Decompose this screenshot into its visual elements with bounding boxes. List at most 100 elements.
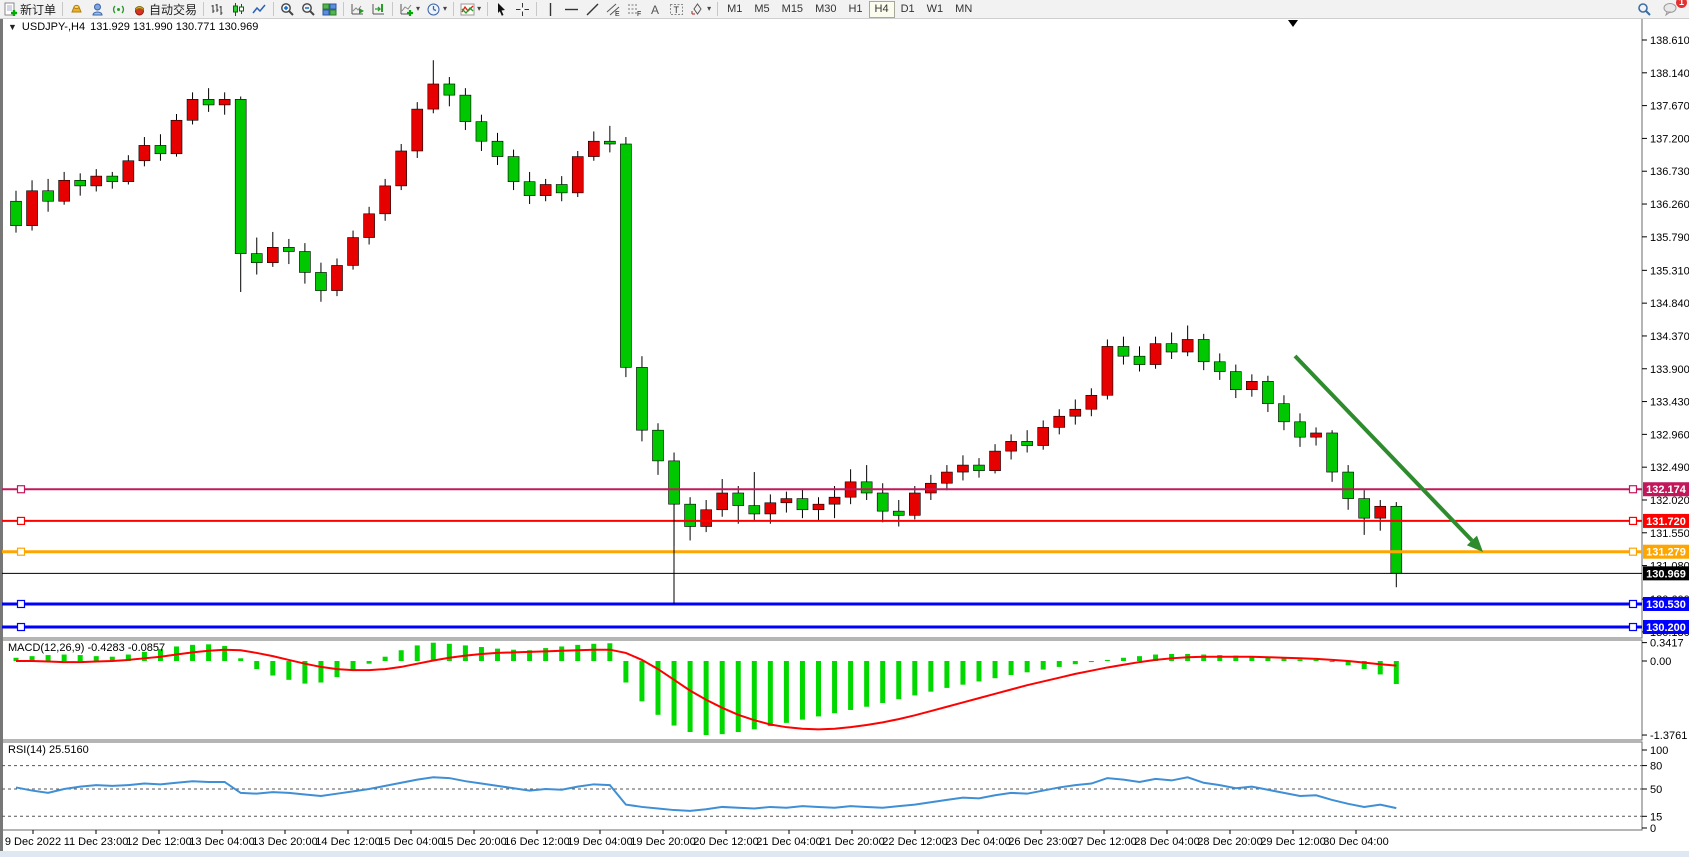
candle-body <box>1101 346 1114 396</box>
svg-text:15 Dec 04:00: 15 Dec 04:00 <box>378 836 443 848</box>
timeframe-mn-button[interactable]: MN <box>955 2 973 15</box>
candle-body <box>1133 355 1146 365</box>
candle-body <box>1262 381 1274 404</box>
line-handle <box>16 485 26 494</box>
svg-text:13 Dec 04:00: 13 Dec 04:00 <box>189 836 254 848</box>
new-chart-button[interactable]: ▾ <box>396 1 423 17</box>
indicators-icon <box>460 3 475 15</box>
price-label-box <box>1643 513 1689 528</box>
new-order-icon <box>4 2 17 16</box>
toolbar-separator <box>536 2 538 16</box>
macd-bar <box>928 661 934 692</box>
svg-text:20 Dec 12:00: 20 Dec 12:00 <box>693 836 758 848</box>
fibonacci-button[interactable]: F <box>624 1 645 17</box>
crosshair-button[interactable] <box>512 1 533 17</box>
price-axis: 138.610 138.140 137.670 137.200 136.730 136.2… <box>1642 35 1689 835</box>
timeframe-d1-button[interactable]: D1 <box>900 2 915 15</box>
text-label-button[interactable]: T <box>666 1 687 17</box>
candle-body <box>315 272 327 291</box>
signal-button[interactable] <box>108 1 129 17</box>
bar-chart-button[interactable] <box>207 1 228 17</box>
equidistant-channel-button[interactable]: E <box>603 1 624 17</box>
price-label-box <box>1643 544 1689 559</box>
macd-bar <box>286 661 292 680</box>
macd-bar <box>1329 661 1335 663</box>
timeframe-h1-button[interactable]: H1 <box>848 2 863 15</box>
macd-layer <box>13 642 1399 736</box>
candle-body <box>796 498 809 511</box>
search-button[interactable] <box>1634 1 1654 17</box>
svg-text:80: 80 <box>1650 761 1662 773</box>
line-chart-icon <box>252 4 266 13</box>
timeframe-m30-button[interactable]: M30 <box>815 2 837 15</box>
zoom-out-button[interactable] <box>298 1 319 17</box>
candle-body <box>331 265 343 291</box>
auto-trading-button[interactable]: 自动交易 <box>129 1 200 17</box>
new-order-button[interactable]: 新订单 <box>0 1 59 17</box>
timeframe-h4-button[interactable]: H4 <box>868 0 895 18</box>
candle-body <box>154 145 167 155</box>
macd-bar <box>1088 661 1094 663</box>
rsi-layer <box>15 776 1397 812</box>
svg-text:13 Dec 20:00: 13 Dec 20:00 <box>252 836 317 848</box>
profiles-button[interactable]: ▾ <box>423 1 450 17</box>
candlestick-chart-button[interactable] <box>228 1 249 17</box>
macd-bar <box>1104 659 1110 661</box>
zoom-in-icon <box>281 2 294 16</box>
auto-scroll-button[interactable] <box>347 1 368 17</box>
bars-icon <box>211 3 223 15</box>
symbol-title: USDJPY-,H4 <box>21 21 86 33</box>
macd-bar <box>495 648 500 661</box>
candle-body <box>860 481 873 494</box>
vertical-line-button[interactable] <box>540 1 561 17</box>
timeframe-m1-button[interactable]: M1 <box>727 2 743 15</box>
candle-body <box>523 181 536 196</box>
search-icon <box>1638 3 1651 16</box>
line-chart-button[interactable] <box>249 1 270 17</box>
tile-windows-button[interactable] <box>319 1 340 17</box>
macd-bar <box>1201 654 1207 661</box>
horizontal-line-button[interactable] <box>561 1 582 17</box>
svg-text:130.969: 130.969 <box>1646 568 1686 580</box>
timeframe-m5-button[interactable]: M5 <box>754 2 770 15</box>
svg-text:19 Dec 20:00: 19 Dec 20:00 <box>630 836 695 848</box>
notifications-button[interactable]: 1 <box>1660 0 1687 17</box>
macd-bar <box>430 642 436 661</box>
svg-text:50: 50 <box>1650 784 1662 796</box>
svg-text:F: F <box>637 11 641 17</box>
gold-ingot-button[interactable] <box>66 1 87 17</box>
candle-body <box>1374 505 1387 519</box>
candle-body <box>42 190 54 202</box>
zoom-in-button[interactable] <box>277 1 298 17</box>
macd-bar <box>109 656 115 661</box>
trendline-button[interactable] <box>582 1 603 17</box>
toolbar-button-label: 自动交易 <box>149 2 198 17</box>
timeframe-m15-button[interactable]: M15 <box>781 2 804 15</box>
macd-bar <box>318 661 324 683</box>
candle-body <box>427 83 440 110</box>
timeframe-w1-button[interactable]: W1 <box>926 2 944 15</box>
line-handle <box>1628 622 1638 632</box>
candles-icon <box>233 2 245 16</box>
candle-body <box>218 99 231 106</box>
candle-body <box>908 492 921 516</box>
robot-button[interactable] <box>87 1 108 17</box>
macd-bar <box>864 661 870 707</box>
macd-bar <box>1120 657 1126 661</box>
text-button[interactable]: A <box>645 1 666 17</box>
macd-bar <box>848 661 854 710</box>
expand-arrow-icon[interactable]: ▼ <box>8 22 17 32</box>
pane-frames <box>0 17 1689 857</box>
cursor-button[interactable] <box>491 1 512 17</box>
chart-shift-button[interactable] <box>368 1 389 17</box>
svg-text:16 Dec 12:00: 16 Dec 12:00 <box>504 836 569 848</box>
candle-body <box>620 143 632 368</box>
macd-bar <box>254 661 260 670</box>
candle-body <box>1294 421 1306 438</box>
chart-shift-icon <box>372 3 385 14</box>
indicators-button[interactable]: ▾ <box>457 1 484 17</box>
macd-bar <box>944 661 950 688</box>
arrows-button[interactable]: ▾ <box>687 1 714 17</box>
